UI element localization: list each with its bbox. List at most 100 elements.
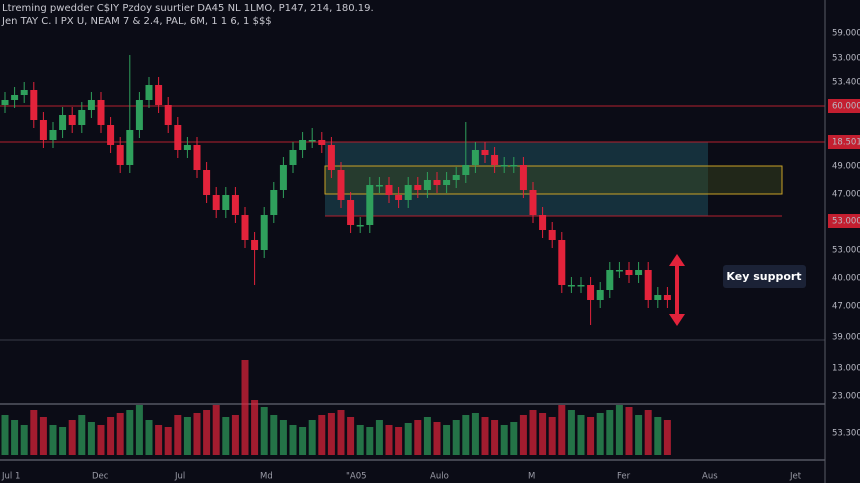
volume-bar bbox=[404, 423, 412, 455]
volume-bar bbox=[337, 410, 345, 455]
volume-bar bbox=[539, 413, 547, 455]
volume-bar bbox=[155, 425, 163, 455]
candle-body bbox=[97, 100, 105, 125]
volume-bar bbox=[625, 407, 633, 455]
volume-bar bbox=[289, 425, 297, 455]
annotation: Key support bbox=[726, 270, 801, 283]
volume-bar bbox=[471, 413, 479, 455]
volume-bar bbox=[375, 420, 383, 455]
volume-bar bbox=[260, 407, 268, 455]
volume-bar bbox=[577, 415, 585, 455]
volume-bar bbox=[231, 415, 239, 455]
volume-bar bbox=[87, 422, 95, 455]
candle-body bbox=[510, 165, 518, 167]
y-axis-label: 53.000 bbox=[832, 246, 860, 256]
candle-body bbox=[78, 110, 86, 125]
volume-bar bbox=[39, 417, 47, 455]
marks bbox=[1, 55, 671, 455]
y-axis-label: 39.000 bbox=[832, 333, 860, 343]
candle-body bbox=[241, 215, 249, 240]
x-axis-label: Jul bbox=[174, 472, 185, 482]
volume-bar bbox=[222, 417, 230, 455]
volume-bar bbox=[299, 427, 307, 455]
volume-bar bbox=[462, 415, 470, 455]
candle-body bbox=[385, 185, 393, 195]
volume-bar bbox=[1, 415, 9, 455]
x-axis-label: "A05 bbox=[346, 472, 367, 482]
volume-bar bbox=[11, 420, 19, 455]
volume-bar bbox=[663, 420, 671, 455]
volume-bar bbox=[183, 417, 191, 455]
volume-bar bbox=[174, 415, 182, 455]
volume-bar bbox=[414, 420, 422, 455]
candle-body bbox=[500, 165, 508, 167]
candle-body bbox=[155, 85, 163, 105]
volume-bar bbox=[126, 410, 134, 455]
annotation-box bbox=[723, 265, 806, 288]
candle-body bbox=[107, 125, 115, 145]
candle-body bbox=[327, 145, 335, 170]
volume-bar bbox=[193, 413, 201, 455]
volume-bar bbox=[20, 425, 28, 455]
volume-bar bbox=[68, 420, 76, 455]
volume-bar bbox=[145, 420, 153, 455]
candle-body bbox=[174, 125, 182, 150]
candle-body bbox=[164, 105, 172, 125]
candle-body bbox=[404, 185, 412, 200]
candle-body bbox=[183, 145, 191, 150]
volume-bar bbox=[491, 420, 499, 455]
candle-body bbox=[471, 150, 479, 165]
volume-bar bbox=[203, 410, 211, 455]
volume-bar bbox=[241, 360, 249, 455]
candle-body bbox=[20, 90, 28, 95]
header-line: Jen TAY C. I PX U, NEAM 7 & 2.4, PAL, 6M… bbox=[1, 16, 272, 27]
candle-body bbox=[212, 195, 220, 210]
volume-bar bbox=[567, 410, 575, 455]
volume-bar bbox=[615, 405, 623, 455]
candle-body bbox=[491, 155, 499, 165]
candle-body bbox=[59, 115, 67, 130]
volume-bar bbox=[251, 400, 259, 455]
x-axis-label: Aulo bbox=[430, 472, 449, 482]
y-axis-label: 59.000 bbox=[832, 29, 860, 39]
volume-bar bbox=[97, 425, 105, 455]
candle-body bbox=[567, 285, 575, 287]
x-axis-label: Jet bbox=[789, 472, 802, 482]
candle-body bbox=[49, 130, 57, 140]
candle-body bbox=[433, 180, 441, 185]
candle-body bbox=[395, 195, 403, 200]
y-axis-label: 18.501 bbox=[832, 138, 860, 148]
volume-bar bbox=[395, 427, 403, 455]
price-tag bbox=[828, 135, 860, 149]
candle-body bbox=[375, 185, 383, 187]
candle-body bbox=[203, 170, 211, 195]
x-axis-label: Fer bbox=[617, 472, 631, 482]
volume-bar bbox=[519, 415, 527, 455]
volume-bar bbox=[635, 415, 643, 455]
y-axis-label: 49.000 bbox=[832, 162, 860, 172]
y-axis-label: 40.000 bbox=[832, 274, 860, 284]
volume-bar bbox=[49, 425, 57, 455]
volume-bar bbox=[433, 422, 441, 455]
header-line: Ltreming pwedder C$IY Pzdoy suurtier DA4… bbox=[2, 3, 374, 14]
volume-bar bbox=[644, 410, 652, 455]
x-axis-label: M bbox=[528, 472, 535, 482]
volume-bar bbox=[596, 413, 604, 455]
x-axis-label: Md bbox=[260, 472, 273, 482]
volume-bar bbox=[500, 425, 508, 455]
candle-body bbox=[539, 215, 547, 230]
volume-bar bbox=[107, 417, 115, 455]
candle-body bbox=[587, 285, 595, 300]
x-axis-label: Aus bbox=[702, 472, 718, 482]
candle-body bbox=[663, 295, 671, 300]
candle-body bbox=[347, 200, 355, 225]
volume-bar bbox=[423, 417, 431, 455]
price-tag bbox=[828, 99, 860, 113]
volume-bar bbox=[443, 425, 451, 455]
volume-bar bbox=[164, 427, 172, 455]
candle-body bbox=[548, 230, 556, 240]
candle-body bbox=[337, 170, 345, 200]
volume-bar bbox=[529, 410, 537, 455]
candle-body bbox=[423, 180, 431, 190]
